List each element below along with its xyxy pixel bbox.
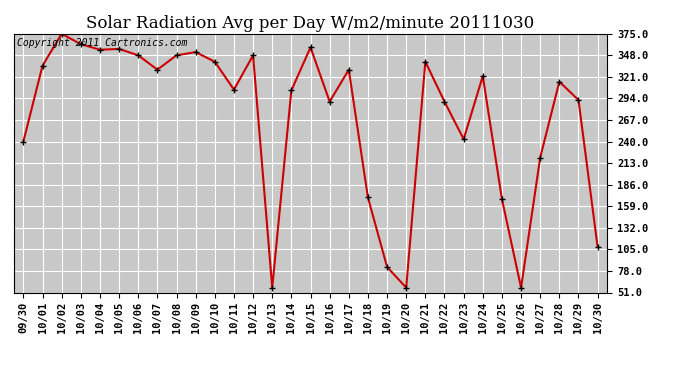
Text: Copyright 2011 Cartronics.com: Copyright 2011 Cartronics.com (17, 38, 187, 48)
Title: Solar Radiation Avg per Day W/m2/minute 20111030: Solar Radiation Avg per Day W/m2/minute … (86, 15, 535, 32)
